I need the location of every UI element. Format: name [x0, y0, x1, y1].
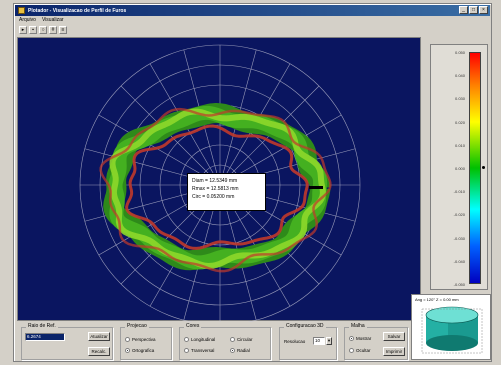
mesh-hide-radio[interactable]: Ocultar: [349, 348, 371, 353]
colorbar-tick-label: -0.050: [453, 282, 465, 287]
group-3d-config-label: Configuracao 3D: [284, 323, 326, 329]
colorbar-ticks: 0.050 0.040 0.030 0.020 0.010 0.000 -0.010 -0.0…: [433, 50, 467, 287]
color-transversal-radio[interactable]: Transversal: [184, 348, 214, 353]
recalc-button[interactable]: Recalc.: [88, 347, 110, 356]
color-longitudinal-radio[interactable]: Longitudinal: [184, 337, 215, 342]
colorbar-tick-label: 0.020: [454, 119, 465, 125]
projection-perspective-label: Perspectiva: [132, 337, 156, 342]
toolbar: ▸ ▪ ○ # ≡: [16, 26, 67, 36]
colorbar: [469, 52, 481, 284]
window-title: Plotador - Visualizacao de Perfil de Fur…: [28, 7, 127, 14]
group-reference-radius: Raio de Ref. 6.2674 Atualizar Recalc.: [21, 323, 113, 360]
mesh-show-radio[interactable]: Mostrar: [349, 336, 371, 341]
color-radial-radio[interactable]: Radial: [230, 348, 250, 353]
color-longitudinal-label: Longitudinal: [191, 337, 216, 342]
resolution-spin-icon[interactable]: ▾: [326, 337, 332, 345]
app-icon: [18, 7, 25, 14]
colorbar-panel: 0.050 0.040 0.030 0.020 0.010 0.000 -0.010 -0.0…: [430, 44, 488, 290]
open-icon[interactable]: ▸: [19, 26, 27, 34]
cylinder-3d: [421, 306, 483, 354]
rmax-value: Rmax = 12.5813 mm: [192, 186, 239, 192]
group-mesh-label: Malha: [349, 323, 367, 329]
colorbar-tick-label: -0.030: [453, 235, 465, 241]
colorbar-tick-label: -0.020: [453, 212, 465, 218]
projection-perspective-radio[interactable]: Perspectiva: [125, 337, 156, 342]
colorbar-tick-label: 0.010: [454, 142, 465, 148]
color-radial-label: Radial: [237, 348, 250, 353]
profile-marker: [309, 186, 323, 189]
group-projection-label: Projecao: [125, 323, 149, 329]
group-projection: Projecao Perspectiva Ortografica: [120, 323, 172, 360]
colorbar-tick-label: -0.010: [453, 189, 465, 195]
resolution-field[interactable]: 10: [313, 337, 325, 345]
main-window: Plotador - Visualizacao de Perfil de Fur…: [13, 3, 492, 362]
profile-band: [99, 107, 332, 273]
profile-ring: [99, 103, 332, 273]
save-button[interactable]: Salvar: [383, 332, 405, 341]
minimize-button[interactable]: _: [459, 6, 468, 14]
profile-band: [125, 124, 309, 250]
mesh-hide-label: Ocultar: [356, 348, 371, 353]
menu-bar: Arquivo Visualizar: [16, 17, 64, 25]
group-reference-radius-label: Raio de Ref.: [26, 323, 58, 329]
print-button[interactable]: Imprimir: [383, 347, 405, 356]
colorbar-tick-label: 0.030: [454, 96, 465, 102]
close-button[interactable]: ×: [479, 6, 488, 14]
polar-plot-panel[interactable]: Diam = 12.5349 mm Rmax = 12.5813 mm Circ…: [17, 37, 421, 322]
color-circular-radio[interactable]: Circular: [230, 337, 253, 342]
mesh-show-label: Mostrar: [356, 336, 372, 341]
colorbar-tick-label: 0.040: [454, 73, 465, 79]
colorbar-tick-label: -0.040: [453, 258, 465, 264]
colorbar-marker: [482, 166, 485, 169]
title-bar[interactable]: Plotador - Visualizacao de Perfil de Fur…: [15, 5, 490, 16]
colorbar-tick-label: 0.050: [454, 50, 465, 55]
colorbar-tick-label: 0.000: [454, 166, 465, 171]
group-mesh: Malha Mostrar Ocultar Salvar Imprimir: [344, 323, 408, 360]
diameter-value: Diam = 12.5349 mm: [192, 178, 238, 184]
color-transversal-label: Transversal: [191, 348, 215, 353]
resolution-label: Resolucao: [284, 339, 306, 344]
maximize-button[interactable]: □: [469, 6, 478, 14]
group-3d-config: Configuracao 3D Resolucao 10 ▾: [279, 323, 337, 360]
reference-radius-field[interactable]: 6.2674: [25, 333, 65, 341]
circularity-value: Circ = 0.05200 mm: [192, 194, 235, 200]
color-circular-label: Circular: [237, 337, 253, 342]
control-panel: Raio de Ref. 6.2674 Atualizar Recalc. Pr…: [17, 323, 409, 361]
profile-band: [109, 108, 326, 269]
group-colors-label: Cores: [184, 323, 202, 329]
update-button[interactable]: Atualizar: [88, 332, 110, 341]
projection-ortho-label: Ortografica: [132, 348, 155, 353]
zoom-icon[interactable]: ○: [39, 26, 47, 34]
menu-arquivo[interactable]: Arquivo: [19, 17, 36, 23]
cylinder-preview[interactable]: Ang = 120° Z = 0.00 mm: [411, 294, 491, 360]
measurement-info: Diam = 12.5349 mm Rmax = 12.5813 mm Circ…: [187, 173, 266, 211]
group-colors: Cores Longitudinal Circular Transversal …: [179, 323, 271, 360]
cylinder-label: Ang = 120° Z = 0.00 mm: [415, 297, 459, 302]
grid-icon[interactable]: #: [49, 26, 57, 34]
menu-visualizar[interactable]: Visualizar: [41, 17, 64, 23]
save-icon[interactable]: ▪: [29, 26, 37, 34]
projection-ortho-radio[interactable]: Ortografica: [125, 348, 154, 353]
print-icon[interactable]: ≡: [59, 26, 67, 34]
